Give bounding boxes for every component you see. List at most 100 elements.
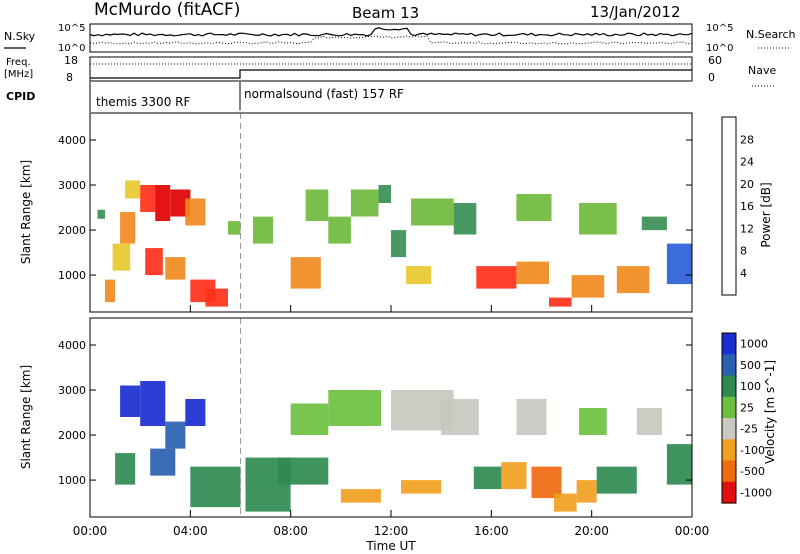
velocity-cell-14 — [441, 399, 479, 435]
freq-label-line2: [MHz] — [4, 69, 33, 80]
velocity-cell-21 — [579, 408, 607, 435]
power-colorbar-tick-0: 4 — [740, 267, 747, 280]
power-cell-6 — [155, 185, 171, 221]
velocity-cell-17 — [516, 399, 547, 435]
power-cell-14 — [253, 216, 274, 244]
velocity-colorbar-swatch-7 — [722, 481, 736, 504]
time-axis-ticks: 00:00 04:00 08:00 12:00 16:00 20:00 00:00 — [73, 510, 710, 538]
beam-title: Beam 13 — [352, 4, 419, 22]
velocity-cell-6 — [190, 466, 241, 508]
power-cells — [97, 180, 692, 307]
power-cell-25 — [516, 261, 549, 285]
power-y-label: Slant Range [km] — [19, 160, 33, 264]
velocity-cell-8 — [278, 457, 329, 485]
time-tick-label-5: 20:00 — [574, 524, 609, 538]
power-colorbar-tick-2: 12 — [740, 222, 754, 235]
velocity-cell-4 — [165, 421, 186, 449]
power-cell-9 — [165, 257, 186, 280]
nsky-series — [89, 27, 693, 37]
power-cell-29 — [579, 203, 617, 235]
velocity-colorbar-tick-2: 100 — [740, 380, 761, 393]
velocity-colorbar-tick-0: 1000 — [740, 338, 768, 351]
power-colorbar-tick-1: 8 — [740, 245, 747, 258]
time-axis-label: Time UT — [365, 539, 416, 553]
time-tick-label-6: 00:00 — [675, 524, 710, 538]
velocity-cell-0 — [115, 453, 136, 485]
power-cell-1 — [105, 279, 115, 303]
power-cell-15 — [290, 257, 321, 289]
power-colorbar-frame — [721, 116, 737, 296]
power-cell-8 — [145, 248, 163, 276]
time-tick-label-2: 08:00 — [273, 524, 308, 538]
power-cell-17 — [328, 216, 351, 244]
velocity-colorbar-swatch-3 — [722, 396, 736, 419]
velocity-colorbar-tick-7: -1000 — [740, 486, 772, 499]
nave-label: Nave — [748, 64, 776, 77]
power-colorbar-tick-3: 16 — [740, 200, 754, 213]
power-cell-24 — [476, 266, 517, 289]
nave-tick-low: 0 — [708, 71, 715, 84]
velocity-cell-23 — [636, 408, 662, 435]
power-panel: 1000 2000 3000 4000 Slant Range [km] — [19, 112, 693, 313]
velocity-cell-13 — [401, 480, 442, 494]
power-colorbar: 4 8 12 16 20 24 28 — [721, 116, 754, 296]
power-cell-5 — [140, 185, 156, 212]
power-cell-30 — [616, 266, 650, 294]
power-colorbar-tick-5: 24 — [740, 156, 754, 169]
velocity-cell-2 — [140, 381, 166, 426]
date-title: 13/Jan/2012 — [590, 3, 681, 21]
power-y-ticks: 1000 2000 3000 4000 — [58, 134, 692, 282]
velocity-colorbar-tick-6: -500 — [740, 465, 765, 478]
power-cell-13 — [228, 221, 241, 235]
velocity-colorbar-swatch-4 — [722, 418, 736, 440]
velocity-cells — [115, 381, 692, 512]
velocity-colorbar-tick-3: 25 — [740, 401, 754, 414]
power-colorbar-tick-4: 20 — [740, 178, 754, 191]
velocity-cell-15 — [473, 466, 502, 490]
velocity-cell-20 — [576, 480, 597, 503]
power-ytick-label-3: 4000 — [58, 134, 86, 147]
power-colorbar-tick-6: 28 — [740, 133, 754, 146]
velocity-cell-18 — [531, 466, 562, 499]
velocity-colorbar-tick-1: 500 — [740, 359, 761, 372]
velocity-cell-9 — [290, 403, 329, 435]
power-cell-26 — [516, 194, 552, 221]
power-cell-27 — [549, 297, 572, 307]
power-cell-22 — [411, 198, 454, 226]
velocity-y-ticks: 1000 2000 3000 4000 — [58, 339, 692, 487]
power-ytick-label-1: 2000 — [58, 224, 86, 237]
power-cell-28 — [571, 275, 605, 298]
velocity-cell-1 — [120, 385, 141, 417]
velocity-cell-3 — [150, 448, 176, 476]
nsky-tick-high: 10^5 — [58, 23, 85, 34]
cpid-mode-1: themis 3300 RF — [96, 95, 190, 109]
nsearch-label: N.Search — [746, 28, 796, 41]
velocity-ytick-label-1: 2000 — [58, 429, 86, 442]
nave-tick-high: 60 — [708, 54, 722, 67]
velocity-cell-22 — [596, 466, 637, 494]
power-cell-23 — [453, 203, 477, 235]
velocity-ytick-label-3: 4000 — [58, 339, 86, 352]
velocity-ytick-label-0: 1000 — [58, 474, 86, 487]
velocity-cell-16 — [501, 462, 527, 490]
cpid-label: CPID — [6, 90, 35, 103]
time-tick-label-1: 04:00 — [173, 524, 208, 538]
freq-tick-high: 18 — [64, 54, 78, 67]
freq-panel: Freq. [MHz] 18 8 60 0 Nave — [4, 54, 776, 87]
nsearch-series — [89, 35, 693, 45]
nsearch-tick-low: 10^0 — [706, 43, 733, 54]
cpid-mode-2: normalsound (fast) 157 RF — [244, 87, 404, 101]
nsky-tick-low: 10^0 — [58, 43, 85, 54]
velocity-colorbar-frame — [721, 332, 737, 504]
velocity-colorbar-swatch-5 — [722, 439, 736, 462]
power-cell-4 — [125, 180, 141, 199]
station-title: McMurdo (fitACF) — [94, 0, 240, 20]
time-tick-label-0: 00:00 — [73, 524, 108, 538]
nsearch-tick-high: 10^5 — [706, 23, 733, 34]
velocity-colorbar-swatch-1 — [722, 354, 736, 377]
velocity-cell-5 — [185, 399, 206, 426]
power-cell-19 — [378, 185, 391, 203]
velocity-cell-10 — [328, 390, 381, 426]
